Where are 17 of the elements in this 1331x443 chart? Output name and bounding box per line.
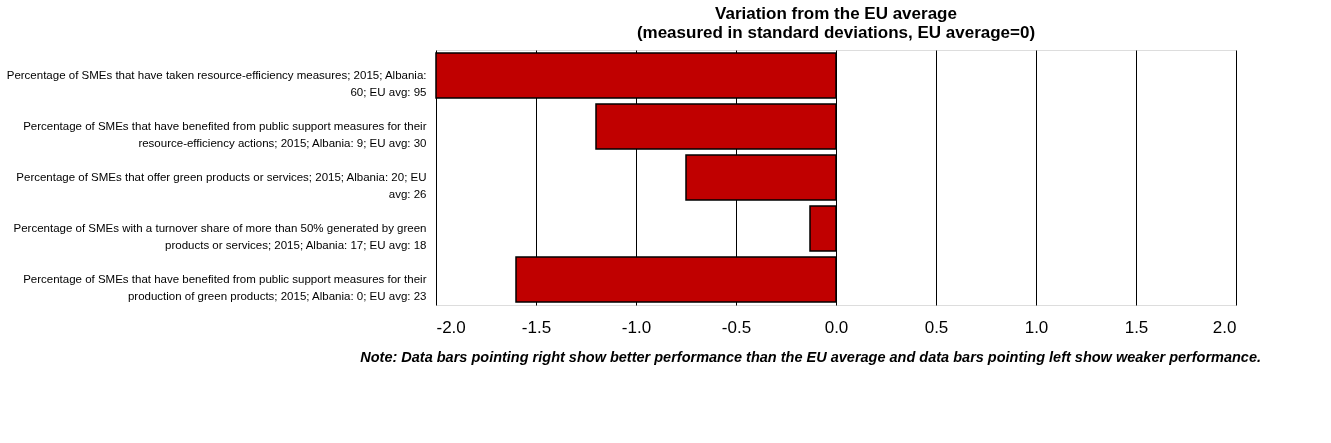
y-tick-label: Percentage of SMEs that offer green products or services; 2015; Albania: 20; EU avg: 26 [16, 170, 427, 200]
text: Variation from the EU average [715, 4, 957, 23]
y-tick-label: Percentage of SMEs that have benefited from public support measures for their resource-efficiency actions; 2015; Albania: 9; EU avg: 30 [23, 119, 427, 149]
x-tick-label: -0.5 [721, 317, 752, 337]
x-tick-label: 1.5 [1124, 317, 1149, 337]
text: Note: Data bars pointing right show better performance than the EU average and data bars pointing left show weaker performance. [360, 349, 1261, 365]
x-tick-label: 0.5 [924, 317, 949, 337]
y-tick-label: Percentage of SMEs with a turnover share of more than 50% generated by green products or services; 2015; Albania: 17; EU avg: 18 [13, 221, 427, 251]
x-tick-label: 2.0 [1212, 317, 1237, 337]
x-tick-label: 1.0 [1024, 317, 1049, 337]
y-tick-label: Percentage of SMEs that have benefited from public support measures for their production of green products; 2015; Albania: 0; EU avg: 23 [23, 272, 427, 302]
x-tick-label: 0.0 [824, 317, 849, 337]
x-tick-label: -1.5 [521, 317, 552, 337]
text: (measured in standard deviations, EU average=0) [636, 23, 1036, 42]
x-tick-label: -2.0 [436, 317, 466, 337]
x-tick-label: -1.0 [621, 317, 652, 337]
y-tick-label: Percentage of SMEs that have taken resource-efficiency measures; 2015; Albania: 60; EU avg: 95 [6, 68, 427, 98]
